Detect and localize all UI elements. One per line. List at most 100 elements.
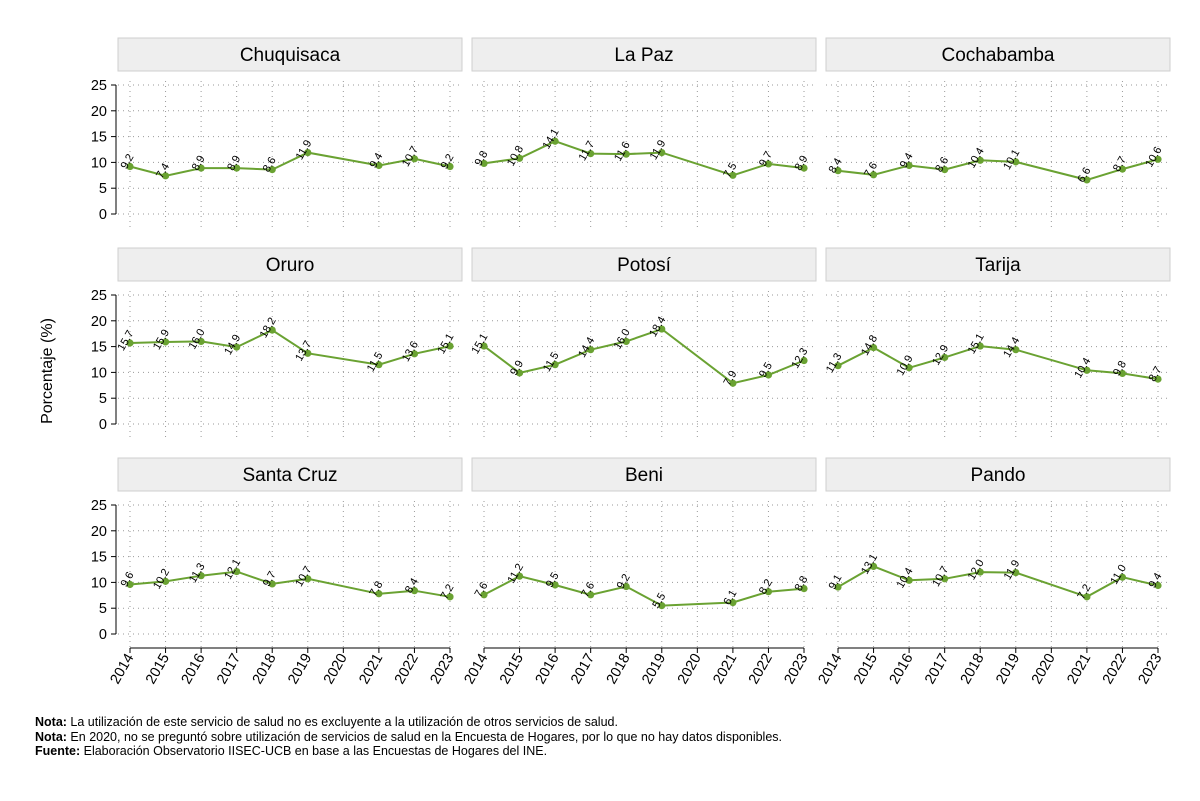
data-point bbox=[1012, 568, 1020, 577]
y-axis-label: Porcentaje (%) bbox=[39, 318, 56, 424]
data-label: 8.6 bbox=[933, 155, 951, 174]
series-line bbox=[837, 345, 1159, 381]
panel-title-box bbox=[471, 37, 817, 72]
data-label: 14.1 bbox=[541, 127, 562, 152]
data-point bbox=[268, 580, 276, 588]
data-point bbox=[587, 150, 595, 158]
data-label: 10.4 bbox=[895, 566, 916, 591]
data-point bbox=[869, 562, 878, 571]
data-label: 10.6 bbox=[1143, 145, 1164, 170]
data-point bbox=[587, 591, 595, 599]
data-label: 11.3 bbox=[187, 561, 208, 585]
data-label: 11.9 bbox=[1002, 558, 1023, 582]
data-point bbox=[1118, 369, 1127, 378]
data-label: 11.5 bbox=[541, 350, 562, 374]
note-2: Nota: En 2020, no se preguntó sobre util… bbox=[35, 730, 782, 745]
data-label: 15.7 bbox=[115, 328, 136, 353]
data-point bbox=[161, 338, 170, 346]
x-tick-label: 2016 bbox=[887, 651, 917, 687]
panel-title: Beni bbox=[625, 465, 663, 486]
data-label: 8.4 bbox=[403, 576, 421, 595]
x-tick-label: 2016 bbox=[179, 651, 209, 687]
data-label: 10.7 bbox=[293, 564, 314, 589]
y-tick-label: 0 bbox=[99, 627, 107, 643]
panel-title: Santa Cruz bbox=[242, 465, 337, 486]
x-tick-label: 2023 bbox=[781, 651, 811, 687]
data-point bbox=[410, 350, 419, 358]
x-tick-label: 2020 bbox=[1029, 651, 1059, 687]
data-label: 6.6 bbox=[1075, 165, 1093, 184]
panel-title: Chuquisaca bbox=[240, 45, 341, 66]
data-point bbox=[410, 155, 419, 163]
data-point bbox=[1154, 375, 1162, 383]
x-tick-label: 2022 bbox=[1100, 651, 1130, 687]
note-2-text: En 2020, no se preguntó sobre utilizació… bbox=[66, 729, 782, 744]
x-tick-label: 2021 bbox=[356, 651, 386, 687]
data-label: 13.1 bbox=[859, 552, 880, 577]
data-label: 15.1 bbox=[469, 332, 490, 357]
panel-title-box bbox=[825, 457, 1171, 492]
x-tick-label: 2019 bbox=[285, 651, 315, 687]
data-point bbox=[622, 150, 630, 158]
data-point bbox=[800, 164, 808, 172]
data-label: 10.4 bbox=[966, 146, 987, 171]
data-point bbox=[268, 166, 276, 174]
data-point bbox=[941, 353, 949, 362]
panel-title-box bbox=[825, 37, 1171, 72]
data-point bbox=[764, 160, 773, 168]
x-tick-label: 2017 bbox=[922, 651, 952, 687]
panel-title-box bbox=[117, 457, 463, 492]
data-label: 13.7 bbox=[293, 339, 314, 364]
data-point bbox=[941, 575, 949, 583]
data-point bbox=[446, 342, 454, 350]
data-label: 12.0 bbox=[966, 558, 987, 583]
x-tick-label: 2018 bbox=[958, 651, 988, 687]
data-label: 12.9 bbox=[930, 343, 951, 368]
data-label: 7.6 bbox=[862, 160, 880, 179]
data-label: 7.6 bbox=[579, 580, 597, 599]
data-point bbox=[375, 361, 383, 369]
y-tick-label: 20 bbox=[91, 524, 107, 540]
panel-title: Potosí bbox=[617, 255, 672, 276]
data-label: 9.2 bbox=[439, 152, 457, 171]
data-point bbox=[622, 337, 630, 346]
data-point bbox=[515, 154, 524, 162]
x-tick-label: 2017 bbox=[568, 651, 598, 687]
data-label: 10.4 bbox=[1072, 356, 1093, 381]
x-tick-label: 2014 bbox=[815, 651, 845, 687]
data-label: 8.4 bbox=[827, 156, 845, 175]
data-point bbox=[126, 162, 134, 171]
data-point bbox=[126, 580, 134, 589]
data-point bbox=[304, 575, 312, 583]
data-point bbox=[658, 602, 666, 610]
data-point bbox=[1083, 176, 1091, 184]
data-point bbox=[729, 598, 737, 607]
data-point bbox=[233, 164, 241, 172]
y-tick-label: 15 bbox=[91, 130, 107, 146]
x-tick-label: 2015 bbox=[143, 651, 173, 687]
data-label: 9.8 bbox=[1111, 359, 1129, 378]
x-tick-label: 2020 bbox=[675, 651, 705, 687]
data-label: 8.9 bbox=[793, 154, 811, 173]
y-tick-label: 20 bbox=[91, 104, 107, 120]
data-label: 7.9 bbox=[721, 369, 739, 388]
panel-beni: Beni 2014 2015 2016 2017 2018 2019 2020 2021 2022… bbox=[461, 457, 817, 687]
data-point bbox=[869, 171, 878, 179]
data-point bbox=[233, 343, 241, 351]
data-label: 18.2 bbox=[258, 316, 279, 341]
x-tick-label: 2018 bbox=[250, 651, 280, 687]
series-line bbox=[483, 327, 805, 385]
data-label: 8.7 bbox=[1147, 365, 1165, 384]
data-point bbox=[1083, 366, 1091, 374]
x-tick-label: 2019 bbox=[639, 651, 669, 687]
data-point bbox=[551, 137, 559, 145]
panel-title: La Paz bbox=[614, 45, 673, 66]
x-tick-label: 2020 bbox=[321, 651, 351, 687]
data-point bbox=[1118, 573, 1127, 581]
data-point bbox=[161, 577, 170, 585]
note-1-label: Nota: bbox=[35, 715, 67, 729]
